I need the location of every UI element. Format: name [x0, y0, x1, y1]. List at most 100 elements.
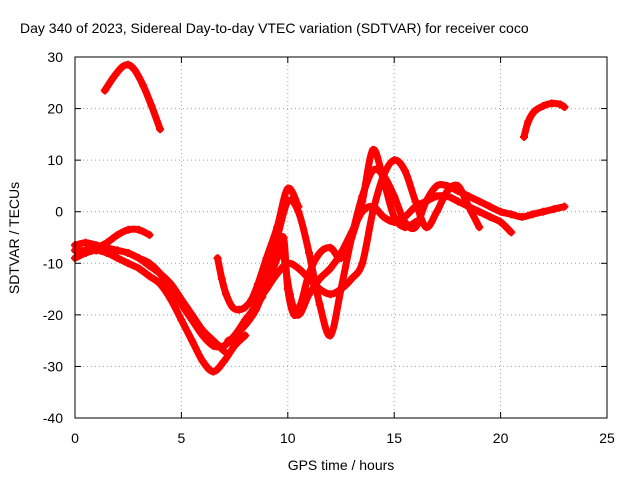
data-point-marker [326, 331, 335, 340]
data-point-marker [273, 269, 282, 278]
data-point-marker [305, 274, 314, 283]
x-axis-label: GPS time / hours [288, 457, 395, 473]
data-point-marker [258, 292, 267, 301]
data-point-marker [390, 218, 399, 227]
data-point-marker [390, 192, 399, 201]
data-point-marker [496, 207, 505, 216]
data-point-marker [283, 184, 292, 193]
data-point-marker [156, 269, 165, 278]
data-point-marker [198, 326, 207, 335]
data-point-marker [368, 202, 377, 211]
data-point-marker [368, 145, 377, 154]
data-point-marker [166, 279, 175, 288]
data-point-marker [198, 357, 207, 366]
data-point-marker [454, 181, 463, 190]
data-point-marker [81, 246, 90, 255]
data-point-marker [390, 156, 399, 165]
data-point-marker [432, 192, 441, 201]
y-tick-label: -20 [43, 307, 63, 323]
x-tick-label: 25 [599, 430, 615, 446]
data-point-marker [124, 248, 133, 257]
axis-tick-labels: 0 5 10 15 20 25 -40 -30 -20 -10 0 10 20 30 [43, 49, 615, 446]
data-point-marker [315, 285, 324, 294]
data-point-marker [337, 248, 345, 257]
data-point-marker [315, 248, 324, 257]
data-point-marker [113, 254, 122, 263]
data-point-marker [113, 246, 122, 255]
data-point-marker [326, 290, 335, 299]
data-point-marker [209, 336, 218, 345]
data-point-marker [228, 303, 237, 312]
data-point-marker [285, 290, 294, 299]
data-point-marker [400, 212, 409, 221]
x-tick-label: 20 [493, 430, 509, 446]
data-point-marker [358, 259, 367, 268]
x-tick-label: 5 [178, 430, 186, 446]
data-point-marker [496, 218, 505, 227]
data-point-marker [147, 101, 156, 110]
data-point-marker [92, 243, 101, 252]
data-point-marker [530, 107, 539, 116]
data-point-marker [464, 202, 473, 211]
data-point-marker [294, 202, 303, 211]
data-point-marker [247, 295, 256, 304]
y-tick-label: -30 [43, 358, 63, 374]
data-point-marker [277, 233, 286, 242]
data-point-marker [117, 63, 126, 72]
data-point-marker [224, 336, 233, 345]
data-point-marker [547, 99, 556, 108]
data-point-marker [222, 290, 231, 299]
data-point-marker [230, 341, 239, 350]
data-point-marker [379, 212, 388, 221]
data-point-marker [520, 132, 529, 141]
data-point-marker [539, 207, 548, 216]
data-point-marker [102, 238, 111, 247]
y-tick-label: -40 [43, 410, 63, 426]
data-point-marker [130, 65, 139, 74]
data-point-marker [294, 310, 303, 319]
data-point-marker [524, 117, 533, 126]
data-point-marker [177, 316, 186, 325]
data-point-marker [379, 171, 388, 180]
data-point-marker [315, 300, 324, 309]
data-point-marker [145, 272, 154, 281]
data-point-marker [556, 100, 565, 109]
data-point-marker [81, 238, 90, 247]
data-point-marker [400, 166, 409, 175]
data-point-marker [347, 274, 356, 283]
y-tick-label: 30 [47, 49, 63, 65]
data-point-marker [124, 259, 133, 268]
data-point-marker [337, 285, 345, 294]
data-point-marker [475, 207, 484, 216]
data-point-marker [358, 197, 367, 206]
data-point-marker [454, 197, 463, 206]
chart-title: Day 340 of 2023, Sidereal Day-to-day VTE… [20, 20, 529, 36]
data-point-marker [145, 261, 154, 270]
data-point-marker [358, 207, 367, 216]
data-point-marker [422, 223, 431, 232]
data-point-marker [528, 210, 537, 219]
data-point-marker [411, 202, 420, 211]
x-tick-label: 10 [280, 430, 296, 446]
data-point-marker [156, 125, 165, 134]
data-point-marker [411, 218, 420, 227]
data-point-marker [100, 86, 109, 95]
data-point-marker [232, 331, 241, 340]
data-point-marker [166, 295, 175, 304]
y-tick-label: 0 [55, 204, 63, 220]
data-point-marker [213, 254, 222, 263]
data-point-marker [219, 346, 228, 355]
data-point-marker [507, 210, 516, 219]
data-point-marker [156, 279, 165, 288]
data-point-marker [134, 254, 143, 263]
data-point-marker [475, 223, 484, 232]
data-point-marker [139, 81, 148, 90]
data-point-marker [305, 290, 314, 299]
series-line-arc-6 [124, 249, 228, 355]
x-tick-label: 0 [71, 430, 79, 446]
data-point-marker [432, 181, 441, 190]
y-tick-label: 10 [47, 152, 63, 168]
y-axis-label: SDTVAR / TECUs [6, 182, 22, 294]
data-point-marker [113, 230, 122, 239]
